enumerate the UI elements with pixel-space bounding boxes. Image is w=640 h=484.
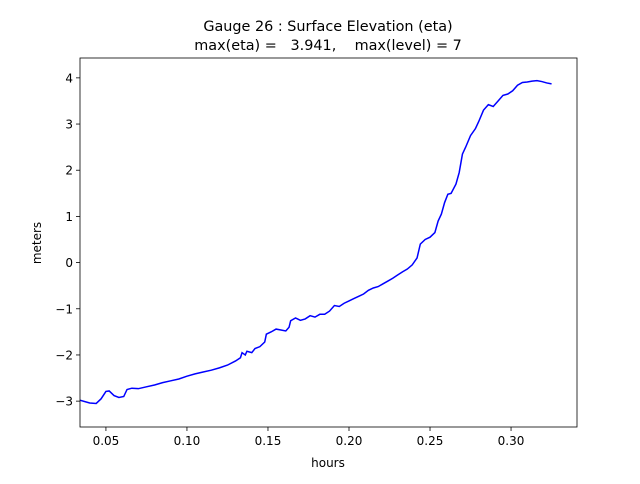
y-tick-label: −1: [55, 302, 73, 316]
y-tick-label: 0: [65, 256, 73, 270]
y-tick-label: 2: [65, 164, 73, 178]
x-tick-label: 0.20: [336, 434, 363, 448]
y-tick-label: 4: [65, 71, 73, 85]
x-tick-label: 0.05: [93, 434, 120, 448]
x-tick-label: 0.15: [255, 434, 282, 448]
y-tick-label: −2: [55, 348, 73, 362]
x-tick-label: 0.30: [498, 434, 525, 448]
x-axis-label: hours: [311, 456, 345, 470]
y-tick-label: 1: [65, 210, 73, 224]
data-line: [80, 79, 552, 405]
x-tick-label: 0.25: [417, 434, 444, 448]
x-tick-label: 0.10: [174, 434, 201, 448]
plot-frame: [79, 57, 578, 428]
y-axis-label: meters: [30, 222, 44, 264]
y-tick-label: −3: [55, 395, 73, 409]
chart-subtitle: max(eta) = 3.941, max(level) = 7: [194, 38, 462, 54]
y-tick-label: 3: [65, 118, 73, 132]
chart-title: Gauge 26 : Surface Elevation (eta): [203, 19, 452, 35]
